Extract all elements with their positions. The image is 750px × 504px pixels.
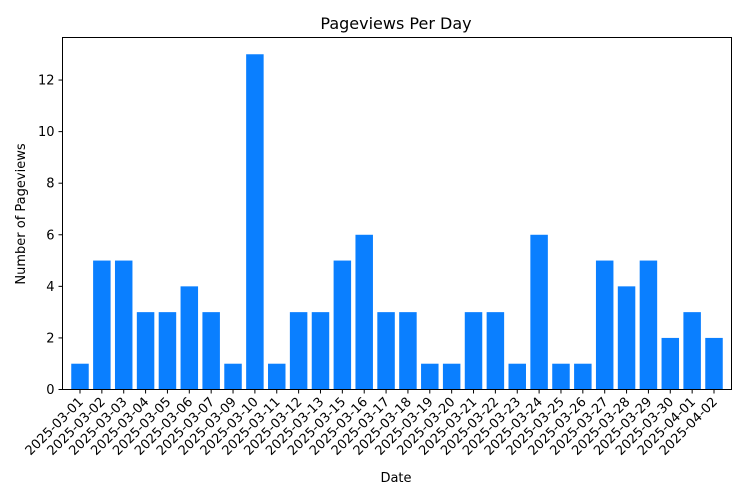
bar	[683, 312, 701, 390]
y-tick-label: 0	[46, 383, 54, 398]
bar	[333, 260, 352, 390]
bar	[114, 260, 133, 390]
bar	[442, 363, 461, 390]
bar	[486, 312, 505, 390]
y-tick-label: 10	[38, 125, 55, 140]
bar	[508, 363, 526, 390]
bar	[268, 363, 286, 390]
y-tick-label: 12	[38, 74, 55, 89]
bar	[180, 286, 199, 390]
bar	[574, 363, 592, 390]
bar	[530, 234, 548, 390]
bar	[71, 363, 89, 390]
bar	[202, 312, 220, 390]
bar	[464, 312, 483, 390]
y-axis: 0 2 4 6 8 10 12	[38, 74, 63, 398]
y-tick-label: 8	[46, 177, 54, 192]
bar	[705, 337, 723, 390]
bar	[399, 312, 417, 390]
bar	[158, 312, 177, 390]
bars-layer	[71, 54, 723, 390]
chart-title: Pageviews Per Day	[320, 14, 471, 33]
bar	[661, 337, 680, 390]
y-tick-label: 4	[46, 280, 54, 295]
bar	[355, 234, 373, 390]
bar	[224, 363, 242, 390]
x-axis-label: Date	[380, 471, 411, 486]
y-tick-label: 2	[46, 331, 54, 346]
bar	[377, 312, 395, 390]
bar	[639, 260, 658, 390]
bar	[595, 260, 614, 390]
bar	[93, 260, 111, 390]
y-tick-label: 6	[46, 228, 54, 243]
plot-frame	[62, 37, 732, 390]
bar	[552, 363, 570, 390]
bar	[311, 312, 330, 390]
bar	[246, 54, 264, 390]
y-axis-label: Number of Pageviews	[14, 143, 29, 284]
bar	[289, 312, 308, 390]
bar	[136, 312, 155, 390]
x-axis: 2025-03-012025-03-022025-03-032025-03-04…	[23, 389, 721, 459]
bar	[421, 363, 439, 390]
bar	[617, 286, 636, 390]
